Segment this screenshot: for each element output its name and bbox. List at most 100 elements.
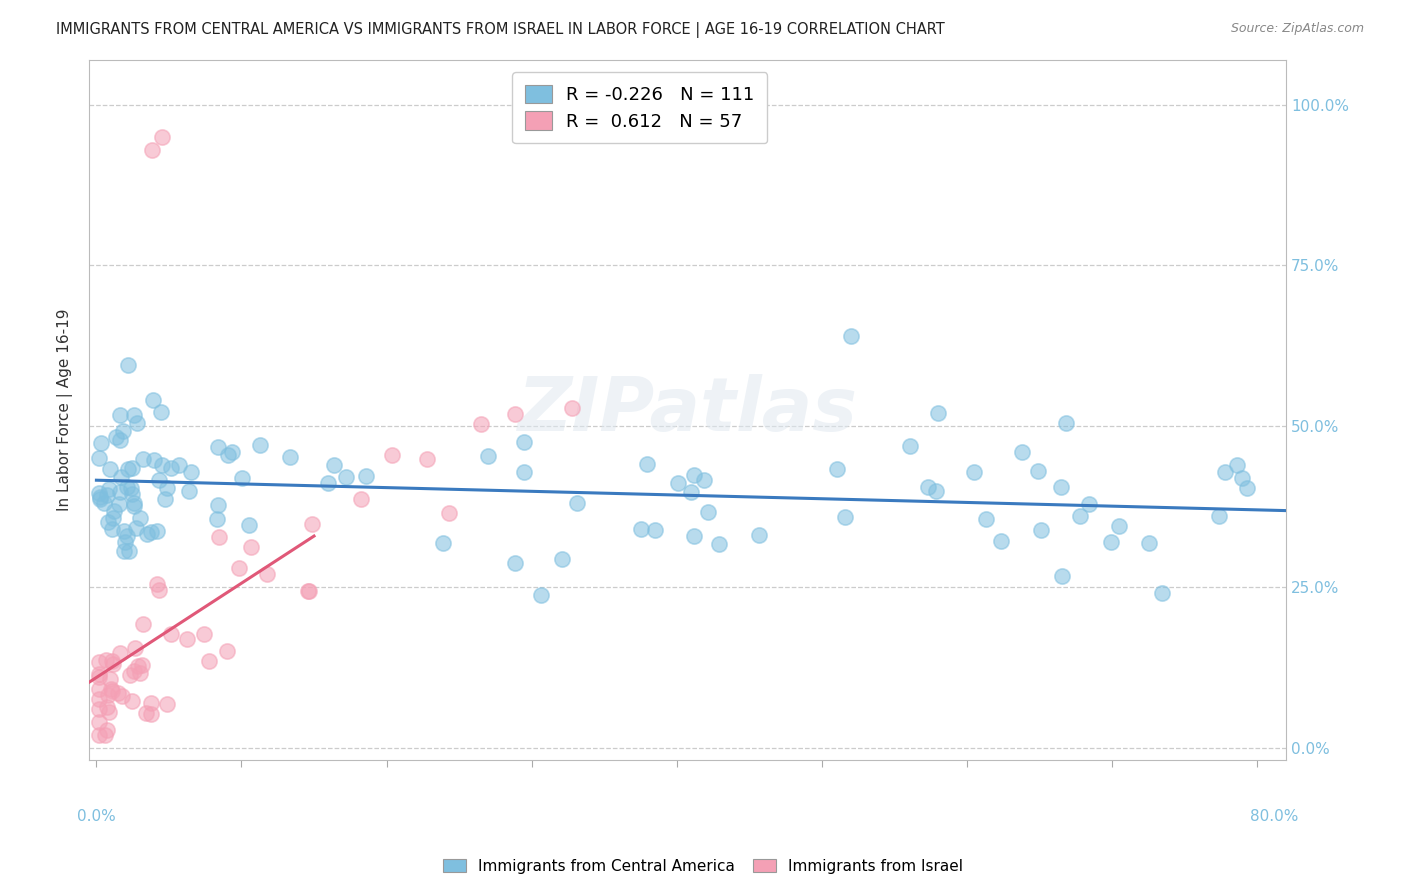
Point xyxy=(96,653,118,667)
Point xyxy=(112,425,135,439)
Point xyxy=(681,485,703,500)
Point xyxy=(150,129,173,144)
Point xyxy=(297,583,319,598)
Point xyxy=(156,481,179,495)
Point xyxy=(89,692,111,706)
Point xyxy=(439,506,461,520)
Point xyxy=(1236,481,1258,495)
Point xyxy=(90,436,112,450)
Text: 0.0%: 0.0% xyxy=(77,809,115,824)
Point xyxy=(120,668,142,682)
Point xyxy=(323,458,346,472)
Point xyxy=(1232,470,1254,484)
Point xyxy=(1226,458,1249,473)
Point xyxy=(115,529,138,543)
Point xyxy=(198,655,221,669)
Point xyxy=(354,469,377,483)
Point xyxy=(207,498,229,512)
Text: 80.0%: 80.0% xyxy=(1250,809,1298,824)
Point xyxy=(131,657,153,672)
Point xyxy=(94,728,117,742)
Point xyxy=(104,430,127,444)
Point xyxy=(108,433,131,447)
Point xyxy=(503,408,526,422)
Point xyxy=(231,471,253,485)
Point xyxy=(93,496,115,510)
Point xyxy=(120,481,142,495)
Point xyxy=(97,516,120,530)
Point xyxy=(551,551,574,566)
Point xyxy=(240,540,263,554)
Point xyxy=(135,706,157,720)
Point xyxy=(122,496,145,510)
Point xyxy=(990,534,1012,549)
Point xyxy=(825,461,848,475)
Point xyxy=(925,483,948,498)
Point xyxy=(132,452,155,467)
Point xyxy=(125,416,148,430)
Point xyxy=(644,523,666,537)
Point xyxy=(108,408,131,422)
Point xyxy=(89,492,111,507)
Point xyxy=(697,505,720,519)
Point xyxy=(1137,535,1160,549)
Point xyxy=(141,393,163,408)
Point xyxy=(278,450,301,464)
Point xyxy=(122,665,145,679)
Point xyxy=(121,693,143,707)
Point xyxy=(1099,534,1122,549)
Point xyxy=(89,682,111,697)
Point xyxy=(1054,416,1077,430)
Point xyxy=(127,658,149,673)
Point xyxy=(1108,518,1130,533)
Point xyxy=(180,466,202,480)
Point xyxy=(97,688,120,702)
Text: Source: ZipAtlas.com: Source: ZipAtlas.com xyxy=(1230,22,1364,36)
Point xyxy=(1026,464,1049,478)
Point xyxy=(898,438,921,452)
Point xyxy=(128,511,150,525)
Point xyxy=(101,522,124,536)
Point xyxy=(121,486,143,500)
Point xyxy=(228,561,250,575)
Point xyxy=(666,476,689,491)
Point xyxy=(117,462,139,476)
Point xyxy=(160,627,183,641)
Point xyxy=(217,448,239,462)
Point xyxy=(89,450,111,465)
Point xyxy=(108,485,131,500)
Point xyxy=(101,684,124,698)
Point xyxy=(1031,523,1053,537)
Point xyxy=(146,577,169,591)
Point xyxy=(350,491,373,506)
Point xyxy=(98,462,121,476)
Point xyxy=(1050,481,1073,495)
Point xyxy=(112,544,135,558)
Point xyxy=(98,705,121,719)
Point xyxy=(89,667,111,681)
Point xyxy=(139,525,162,540)
Point xyxy=(132,616,155,631)
Point xyxy=(298,584,321,599)
Point xyxy=(110,470,132,484)
Text: ZIPatlas: ZIPatlas xyxy=(517,374,858,447)
Point xyxy=(89,486,111,500)
Point xyxy=(176,632,198,646)
Point xyxy=(124,640,146,655)
Point xyxy=(139,696,162,710)
Point xyxy=(103,504,125,518)
Point xyxy=(122,408,145,422)
Point xyxy=(115,480,138,494)
Point xyxy=(208,529,231,543)
Point xyxy=(89,490,111,504)
Point xyxy=(148,473,170,487)
Point xyxy=(839,329,862,343)
Point xyxy=(1208,509,1230,524)
Point xyxy=(963,465,986,479)
Point xyxy=(683,468,706,483)
Point xyxy=(693,474,716,488)
Point xyxy=(974,512,997,526)
Point xyxy=(1077,498,1099,512)
Point xyxy=(107,497,129,511)
Point xyxy=(89,715,111,730)
